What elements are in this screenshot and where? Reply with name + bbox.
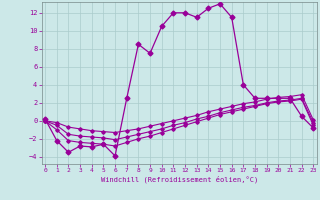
X-axis label: Windchill (Refroidissement éolien,°C): Windchill (Refroidissement éolien,°C) — [100, 176, 258, 183]
